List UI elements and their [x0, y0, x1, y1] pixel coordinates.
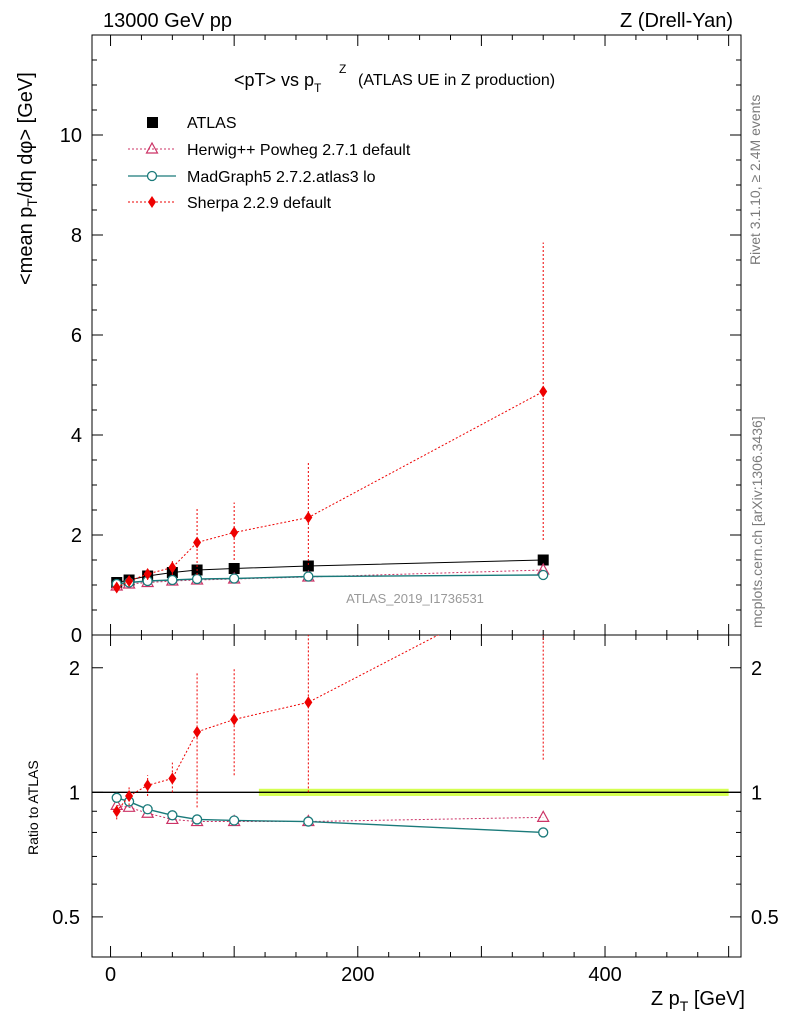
ratio-ylabel: Ratio to ATLAS: [25, 760, 41, 855]
xlabel: Z pT [GeV]: [651, 988, 745, 1014]
ratio-herwig-series: [110, 798, 550, 827]
legend-sherpa-label: Sherpa 2.2.9 default: [187, 195, 332, 212]
madgraph-point: [229, 573, 240, 584]
ratio-madgraph-point: [167, 810, 178, 821]
ratio-ytick-label-right: 0.5: [751, 907, 779, 929]
ratio-sherpa-line: [116, 635, 440, 812]
ratio-madgraph-point: [191, 814, 203, 825]
ratio-herwig-point: [536, 810, 550, 822]
xtick-label: 200: [341, 964, 374, 986]
sherpa-point: [168, 561, 177, 574]
ratio-madgraph-point: [111, 792, 122, 803]
legend-herwig-marker: [145, 141, 159, 154]
main-ytick-label: 4: [71, 425, 82, 447]
ratio-madgraph-line: [116, 797, 544, 834]
main-ytick-label: 2: [71, 525, 82, 547]
sherpa-point: [304, 511, 313, 524]
ratio-madgraph-series: [111, 792, 549, 838]
legend-sherpa-marker: [148, 196, 156, 208]
ratio-madgraph-point: [142, 804, 153, 815]
madgraph-point: [303, 571, 314, 582]
ratio-ytick-label: 1: [69, 782, 80, 804]
ratio-sherpa-point: [193, 725, 202, 738]
sherpa-line: [116, 391, 544, 588]
ratio-ytick-label-right: 2: [751, 658, 762, 680]
madgraph-point: [538, 569, 549, 581]
xtick-label: 400: [588, 964, 621, 986]
xtick-label: 0: [105, 964, 116, 986]
sherpa-point: [539, 385, 548, 398]
sherpa-point: [230, 526, 239, 539]
ratio-herwig-line: [116, 804, 544, 823]
ratio-frame: [91, 634, 742, 958]
madgraph-line: [116, 574, 544, 585]
sherpa-point: [112, 581, 121, 594]
ratio-sherpa-point: [125, 789, 134, 802]
analysis-watermark: ATLAS_2019_I1736531: [346, 591, 484, 606]
sherpa-point: [193, 536, 202, 549]
legend-madgraph-label: MadGraph5 2.7.2.atlas3 lo: [187, 169, 376, 186]
rivet-version-label: Rivet 3.1.10, ≥ 2.4M events: [747, 95, 763, 265]
ratio-sherpa-point: [168, 772, 177, 785]
atlas-point: [537, 554, 549, 566]
ratio-madgraph-point: [303, 816, 314, 827]
ratio-herwig-point: [122, 800, 136, 812]
sherpa-point: [125, 575, 134, 587]
ratio-sherpa-point: [112, 805, 121, 818]
legend-atlas-marker: [147, 117, 158, 128]
ratio-panel: 0 200 400 0.5 0.5 1 1 2 2: [52, 634, 779, 986]
herwig-line: [116, 569, 544, 587]
header-left: 13000 GeV pp: [103, 10, 232, 32]
ratio-madgraph-point: [229, 815, 240, 826]
madgraph-point: [167, 574, 178, 586]
ratio-sherpa-point: [304, 696, 313, 709]
plot-title: <pT> vs pT: [234, 70, 322, 95]
main-ytick-label: 0: [71, 625, 82, 647]
sherpa-point: [143, 568, 152, 580]
atlas-point: [228, 563, 240, 574]
ratio-ytick-label: 0.5: [52, 907, 80, 929]
ratio-ytick-label-right: 1: [751, 782, 762, 804]
ratio-sherpa-point: [230, 713, 239, 726]
main-ytick-label: 8: [71, 225, 82, 247]
madgraph-point: [191, 573, 203, 585]
header-right: Z (Drell-Yan): [620, 10, 733, 32]
ratio-sherpa-point: [143, 779, 152, 792]
plot-title-sup: Z: [339, 62, 346, 76]
legend-atlas-label: ATLAS: [187, 115, 237, 132]
sherpa-series: [112, 242, 548, 594]
main-ylabel: <mean pT/dη dφ> [GeV]: [15, 72, 40, 285]
ratio-sherpa-series: [112, 635, 544, 820]
atlas-point: [302, 560, 314, 572]
ratio-ytick-label: 2: [69, 658, 80, 680]
legend: ATLAS Herwig++ Powheg 2.7.1 default MadG…: [128, 115, 411, 212]
main-panel: 0 2 4 6 8 10: [60, 34, 742, 647]
main-ytick-label: 10: [60, 125, 82, 147]
plot-title-tail: (ATLAS UE in Z production): [358, 72, 555, 89]
main-ytick-label: 6: [71, 325, 82, 347]
mcplots-label: mcplots.cern.ch [arXiv:1306.3436]: [749, 416, 765, 628]
ratio-madgraph-point: [538, 827, 549, 838]
legend-herwig-label: Herwig++ Powheg 2.7.1 default: [187, 142, 411, 159]
legend-madgraph-marker: [146, 170, 158, 182]
